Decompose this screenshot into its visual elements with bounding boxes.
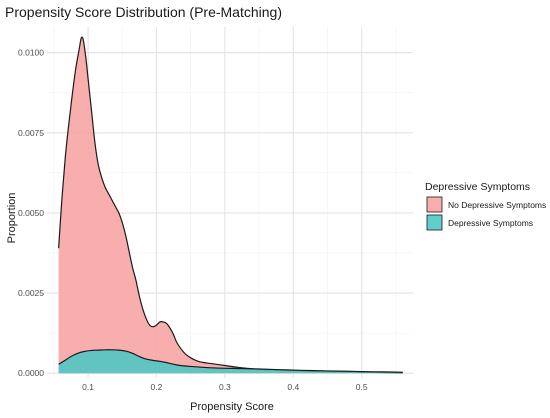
- legend-key-swatch: [426, 214, 443, 231]
- y-tick-label: 0.0075: [18, 128, 44, 138]
- density-area-series-0: [58, 37, 403, 374]
- density-areas: [58, 36, 403, 374]
- x-tick-label: 0.3: [219, 382, 231, 392]
- chart-title: Propensity Score Distribution (Pre-Match…: [5, 4, 282, 20]
- legend-title: Depressive Symptoms: [425, 181, 530, 193]
- y-tick-label: 0.0050: [18, 208, 44, 218]
- x-tick-label: 0.1: [82, 382, 94, 392]
- legend-items: No Depressive Symptoms Depressive Symptom…: [426, 196, 546, 231]
- y-axis-title: Proportion: [6, 193, 18, 244]
- x-tick-label: 0.4: [287, 382, 299, 392]
- y-tick-label: 0.0000: [18, 368, 44, 378]
- legend-key-swatch: [426, 196, 443, 213]
- density-outline-series-1: [58, 349, 403, 373]
- density-area-series-1: [58, 349, 403, 374]
- x-axis-title: Propensity Score: [190, 401, 274, 413]
- legend: Depressive Symptoms No Depressive Sympto…: [425, 181, 546, 231]
- density-outline-series-0: [58, 36, 403, 374]
- legend-label: No Depressive Symptoms: [448, 200, 546, 210]
- x-tick-label: 0.5: [356, 382, 368, 392]
- x-axis-ticks: 0.1 0.2 0.3 0.4 0.5: [82, 382, 368, 392]
- x-tick-label: 0.2: [151, 382, 163, 392]
- legend-label: Depressive Symptoms: [448, 218, 533, 228]
- y-tick-label: 0.0100: [18, 48, 44, 58]
- y-tick-label: 0.0025: [18, 288, 44, 298]
- y-axis-ticks: 0.0000 0.0025 0.0050 0.0075 0.0100: [18, 48, 44, 379]
